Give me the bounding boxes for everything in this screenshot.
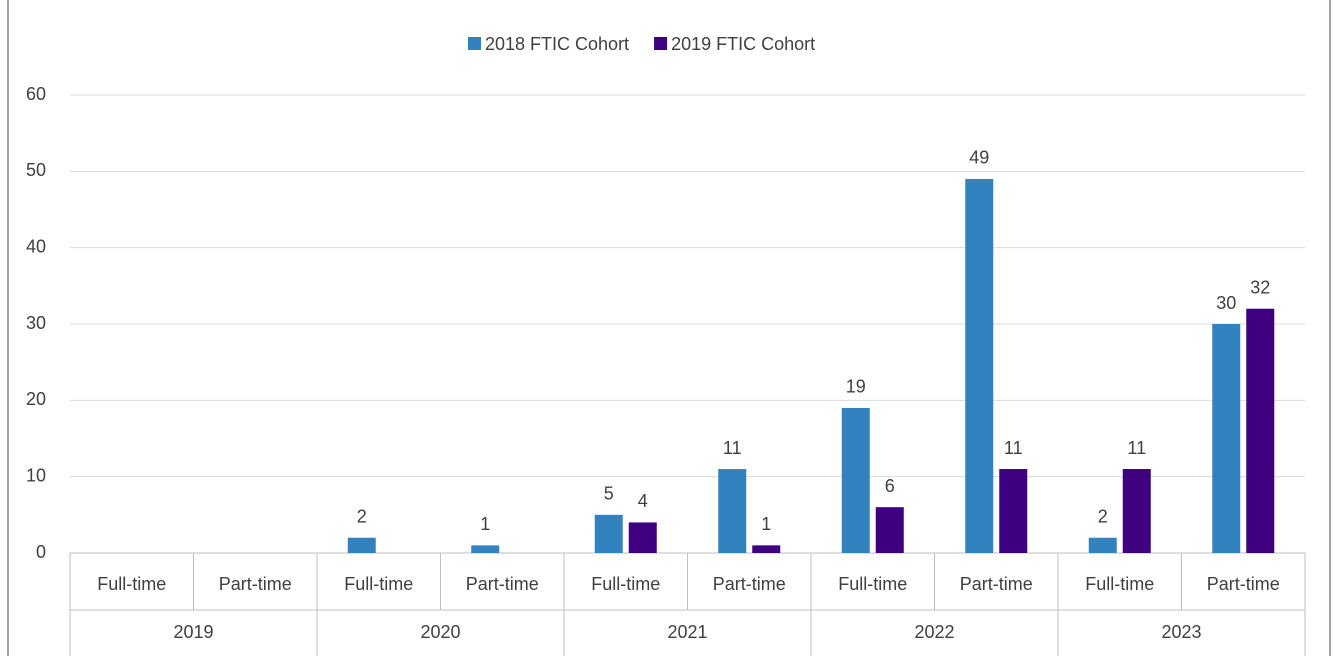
bar xyxy=(841,407,870,553)
y-tick-label: 20 xyxy=(26,389,46,409)
bar xyxy=(628,522,657,553)
data-label: 19 xyxy=(846,377,866,397)
x-tick-label: Part-time xyxy=(466,574,539,594)
group-label: 2019 xyxy=(173,622,213,642)
data-label: 1 xyxy=(761,514,771,534)
bar xyxy=(594,514,623,553)
legend-swatch xyxy=(468,37,481,50)
y-tick-label: 0 xyxy=(36,542,46,562)
data-label: 49 xyxy=(969,148,989,168)
y-tick-label: 60 xyxy=(26,84,46,104)
data-label: 4 xyxy=(638,491,648,511)
y-tick-label: 40 xyxy=(26,236,46,256)
group-label: 2020 xyxy=(420,622,460,642)
bar xyxy=(718,469,747,553)
data-label: 32 xyxy=(1250,277,1270,297)
data-label: 30 xyxy=(1216,293,1236,313)
x-tick-label: Part-time xyxy=(219,574,292,594)
group-label: 2023 xyxy=(1161,622,1201,642)
bar xyxy=(1122,469,1151,553)
legend-swatch xyxy=(654,37,668,50)
bar xyxy=(1088,537,1117,553)
legend-label: 2018 FTIC Cohort xyxy=(485,34,629,54)
y-tick-label: 10 xyxy=(26,465,46,485)
legend-label: 2019 FTIC Cohort xyxy=(671,34,815,54)
data-label: 2 xyxy=(357,506,367,526)
data-label: 6 xyxy=(885,476,895,496)
x-tick-label: Full-time xyxy=(344,574,413,594)
group-label: 2021 xyxy=(667,622,707,642)
x-tick-label: Full-time xyxy=(97,574,166,594)
bar xyxy=(1246,308,1275,553)
bar xyxy=(1212,324,1241,553)
x-tick-label: Part-time xyxy=(713,574,786,594)
bar xyxy=(347,537,376,553)
data-label: 11 xyxy=(1127,438,1146,458)
bar xyxy=(752,545,781,553)
data-label: 2 xyxy=(1098,506,1108,526)
x-tick-label: Part-time xyxy=(1207,574,1280,594)
data-label: 11 xyxy=(1004,438,1023,458)
x-tick-label: Full-time xyxy=(1085,574,1154,594)
y-tick-label: 30 xyxy=(26,313,46,333)
data-label: 5 xyxy=(604,484,614,504)
bar xyxy=(471,545,500,553)
chart-border xyxy=(7,0,1331,656)
group-label: 2022 xyxy=(914,622,954,642)
bar xyxy=(999,469,1028,553)
x-tick-label: Full-time xyxy=(591,574,660,594)
y-tick-label: 50 xyxy=(26,160,46,180)
data-label: 1 xyxy=(480,514,490,534)
bar xyxy=(965,178,994,553)
bar xyxy=(875,507,904,553)
data-label: 11 xyxy=(723,438,742,458)
x-tick-label: Part-time xyxy=(960,574,1033,594)
x-tick-label: Full-time xyxy=(838,574,907,594)
